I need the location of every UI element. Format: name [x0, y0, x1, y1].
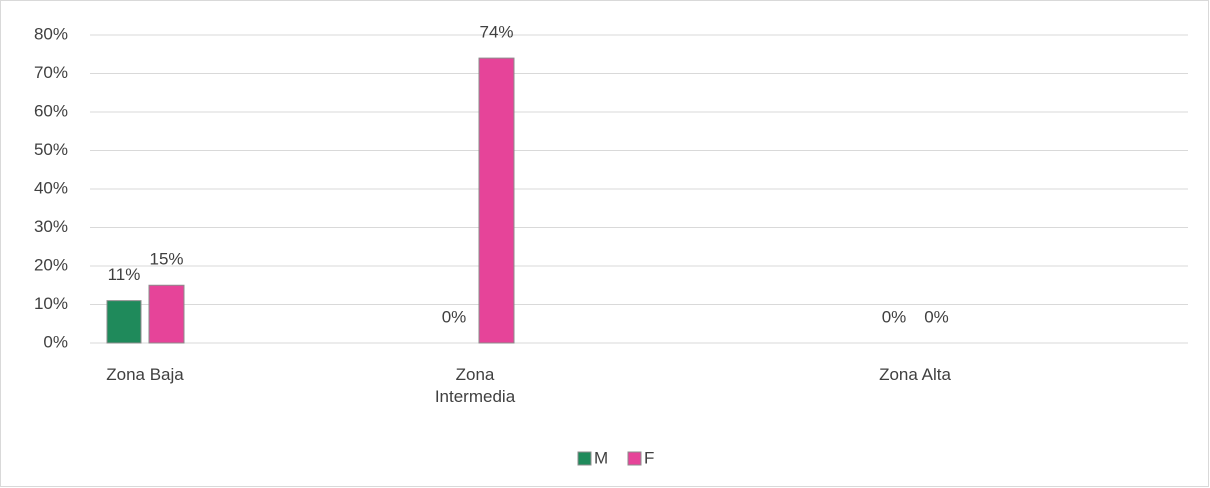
y-tick-label: 40%	[34, 178, 68, 197]
y-tick-label: 70%	[34, 63, 68, 82]
x-tick-label: Zona Alta	[879, 365, 951, 384]
y-tick-label: 60%	[34, 101, 68, 120]
bar	[148, 284, 185, 344]
data-label: 11%	[108, 265, 141, 284]
legend-swatch	[577, 451, 592, 466]
y-tick-label: 0%	[43, 332, 68, 351]
y-tick-label: 10%	[34, 294, 68, 313]
data-label: 0%	[442, 307, 467, 326]
y-tick-label: 80%	[34, 24, 68, 43]
data-label: 0%	[882, 307, 907, 326]
y-tick-label: 50%	[34, 140, 68, 159]
bar	[106, 300, 142, 344]
y-tick-label: 30%	[34, 217, 68, 236]
legend-label: M	[594, 448, 608, 467]
bar	[478, 57, 515, 344]
x-tick-label: Zona Baja	[106, 365, 184, 384]
legend-swatch	[627, 451, 642, 466]
data-label: 74%	[479, 23, 513, 42]
legend-label: F	[644, 448, 654, 467]
y-tick-label: 20%	[34, 255, 68, 274]
data-label: 0%	[924, 307, 949, 326]
x-tick-label: Zona Intermedia	[434, 365, 516, 406]
data-label: 15%	[149, 250, 183, 269]
